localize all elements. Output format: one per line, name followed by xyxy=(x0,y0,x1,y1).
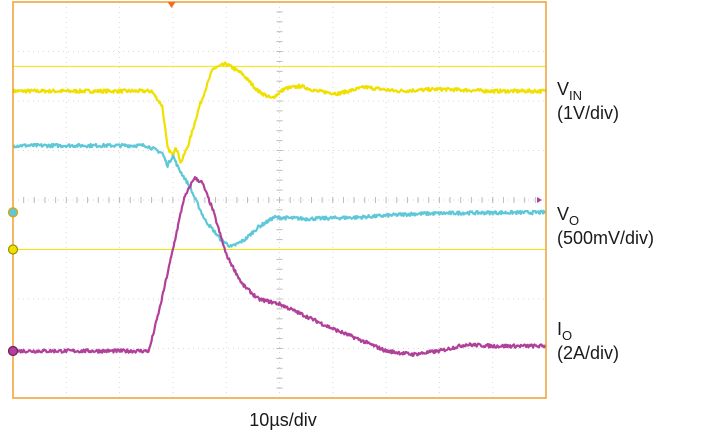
trigger-level-marker xyxy=(537,197,542,203)
channel-marker-io xyxy=(7,345,19,357)
reference-lines xyxy=(13,65,546,250)
series-scale-vo: (500mV/div) xyxy=(557,228,655,248)
channel-marker-vin xyxy=(7,244,19,255)
trace-vo xyxy=(12,142,547,248)
trace-vin xyxy=(11,61,548,164)
channel-marker-vo xyxy=(7,207,19,218)
series-scale-vin: (1V/div) xyxy=(557,103,620,123)
series-name-vin: VIN xyxy=(557,79,583,103)
series-label-io: IO (2A/div) xyxy=(557,318,619,364)
plot-traces xyxy=(11,61,548,357)
series-name-io: IO xyxy=(557,319,573,343)
series-scale-io: (2A/div) xyxy=(557,343,620,363)
series-label-vo: VO (500mV/div) xyxy=(557,203,654,249)
plot-grid xyxy=(12,1,547,399)
trigger-position-marker xyxy=(167,2,176,8)
series-label-vin: VIN (1V/div) xyxy=(557,78,619,124)
plot-frame xyxy=(12,1,547,399)
channel-markers xyxy=(7,2,542,357)
trace-io xyxy=(11,176,547,357)
series-name-vo: VO xyxy=(557,204,580,228)
x-axis-label: 10µs/div xyxy=(249,410,317,430)
